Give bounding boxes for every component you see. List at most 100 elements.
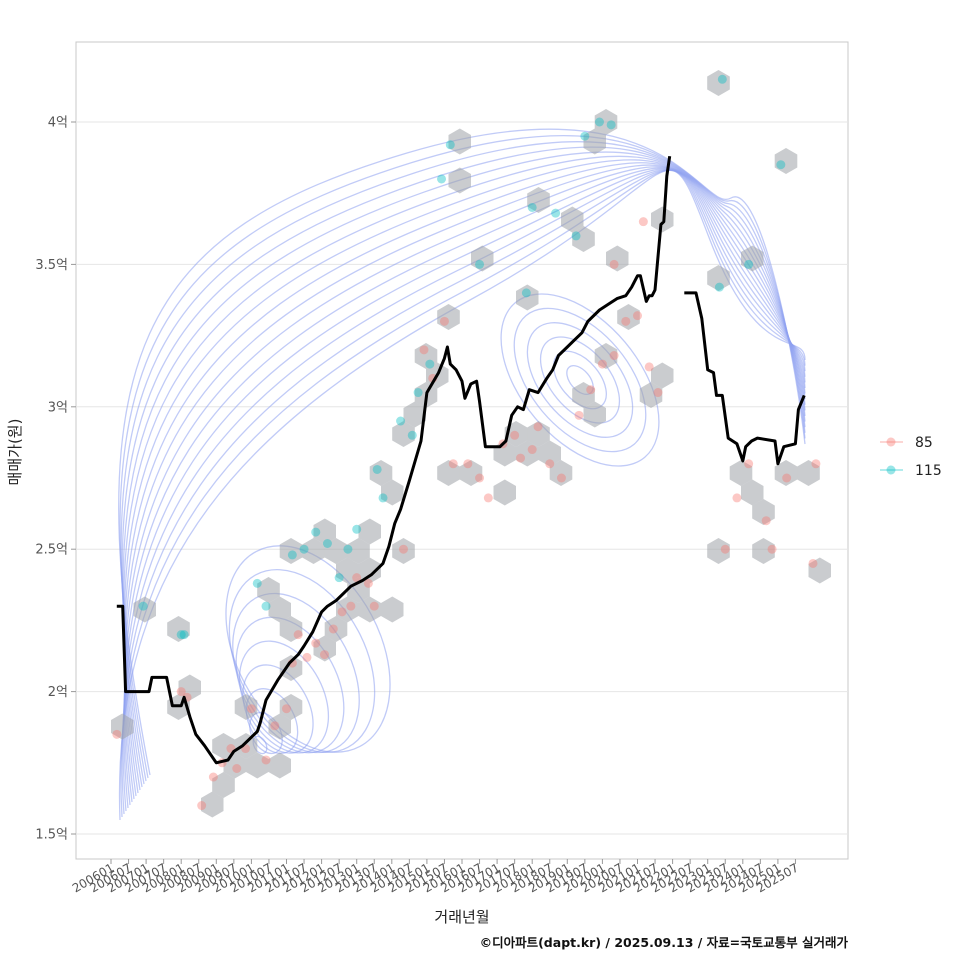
contour-line xyxy=(513,307,647,453)
hex-bin xyxy=(381,479,404,506)
y-tick-label: 3.5억 xyxy=(35,258,68,273)
hex-bin xyxy=(572,382,595,408)
hex-bin xyxy=(729,460,753,486)
trend-line-segment xyxy=(684,291,806,466)
scatter-point-85 xyxy=(609,351,619,361)
hex-bin xyxy=(403,401,426,428)
legend-swatch-85 xyxy=(886,437,896,447)
hex-bin xyxy=(516,284,539,311)
hex-bin xyxy=(606,245,629,272)
scatter-point-85 xyxy=(328,624,338,634)
scatter-point-115 xyxy=(252,578,262,588)
legend-swatch-115 xyxy=(886,465,896,475)
credit-text: ©디아파트(dapt.kr) / 2025.09.13 / 자료=국토교통부 실… xyxy=(480,935,849,950)
contour-line xyxy=(122,169,806,812)
gridlines xyxy=(76,121,848,835)
scatter-point-115 xyxy=(717,74,727,84)
y-tick-label: 2.5억 xyxy=(35,543,68,558)
scatter-point-85 xyxy=(475,473,485,483)
scatter-point-115 xyxy=(580,131,590,141)
scatter-point-85 xyxy=(556,473,566,483)
hex-bin xyxy=(448,128,471,155)
hex-bin xyxy=(707,70,730,96)
scatter-point-85 xyxy=(516,453,525,463)
y-axis-label: 매매가(원) xyxy=(6,419,24,486)
scatter-point-115 xyxy=(378,493,388,503)
scatter-point-85 xyxy=(767,544,777,554)
hex-bin xyxy=(538,440,561,467)
scatter-point-85 xyxy=(633,311,642,321)
hex-bin xyxy=(583,401,606,428)
hex-bin xyxy=(234,733,258,759)
scatter-point-85 xyxy=(609,259,619,269)
y-tick-label: 4억 xyxy=(48,116,68,131)
hex-bin xyxy=(808,557,831,584)
hex-bin xyxy=(313,518,336,545)
scatter-point-115 xyxy=(714,282,724,292)
contour-line xyxy=(500,293,660,467)
scatter-point-85 xyxy=(112,729,122,739)
scatter-point-115 xyxy=(594,117,604,127)
hex-bin xyxy=(302,538,325,564)
hex-bin xyxy=(437,460,460,486)
hex-bin xyxy=(234,694,258,720)
scatter-point-115 xyxy=(299,544,309,554)
hex-bin xyxy=(347,538,370,564)
contour-line xyxy=(124,164,806,800)
hex-bin xyxy=(493,479,516,506)
legend-item-85: 85 xyxy=(880,435,933,451)
contour-line xyxy=(123,167,806,806)
legend: 85 115 xyxy=(880,435,942,479)
hex-bin xyxy=(279,538,303,564)
scatter-point-85 xyxy=(653,388,663,398)
plot-panel xyxy=(75,41,849,860)
scatter-point-115 xyxy=(527,202,537,212)
scatter-point-85 xyxy=(574,410,584,420)
hex-bin xyxy=(651,206,674,233)
hex-bin xyxy=(527,421,550,447)
hex-bin xyxy=(774,148,798,174)
scatter-point-85 xyxy=(782,473,792,483)
hex-bin xyxy=(617,304,640,330)
hex-bin xyxy=(324,616,348,642)
scatter-point-85 xyxy=(586,385,596,395)
scatter-point-115 xyxy=(606,120,616,130)
hex-bin xyxy=(336,596,359,623)
y-axis-ticks: 1.5억 2억 2.5억 3억 3.5억 4억 xyxy=(35,116,76,843)
scatter-point-115 xyxy=(475,259,485,269)
scatter-point-85 xyxy=(439,316,449,326)
legend-label-115: 115 xyxy=(915,463,942,479)
trend-line xyxy=(116,155,806,765)
scatter-point-85 xyxy=(337,607,347,617)
scatter-point-85 xyxy=(282,704,291,714)
hex-bin xyxy=(178,674,201,701)
contour-line xyxy=(119,135,806,779)
contour-line xyxy=(120,141,806,782)
contour-line xyxy=(242,664,314,754)
hex-bin xyxy=(392,421,415,447)
hex-bin xyxy=(369,460,393,486)
scatter-point-115 xyxy=(776,160,786,170)
hex-bin xyxy=(797,460,820,486)
scatter-point-85 xyxy=(346,601,356,611)
scatter-point-115 xyxy=(334,573,344,583)
hex-bin xyxy=(212,733,235,759)
x-axis-label: 거래년월 xyxy=(434,908,489,926)
contour-line xyxy=(121,146,806,785)
scatter-point-115 xyxy=(343,544,353,554)
scatter-point-115 xyxy=(287,550,297,560)
scatter-point-115 xyxy=(138,601,148,611)
hex-bin xyxy=(471,245,494,272)
hex-bin xyxy=(561,206,584,233)
legend-item-115: 115 xyxy=(880,463,942,479)
scatter-point-115 xyxy=(261,601,271,611)
hex-bin xyxy=(527,187,550,213)
scatter-point-85 xyxy=(261,755,271,765)
scatter-point-115 xyxy=(744,259,754,269)
scatter-point-115 xyxy=(322,539,332,549)
y-tick-label: 2억 xyxy=(48,685,68,700)
scatter-point-115 xyxy=(413,388,423,398)
scatter-point-85 xyxy=(311,638,321,648)
hex-bin xyxy=(324,538,348,564)
